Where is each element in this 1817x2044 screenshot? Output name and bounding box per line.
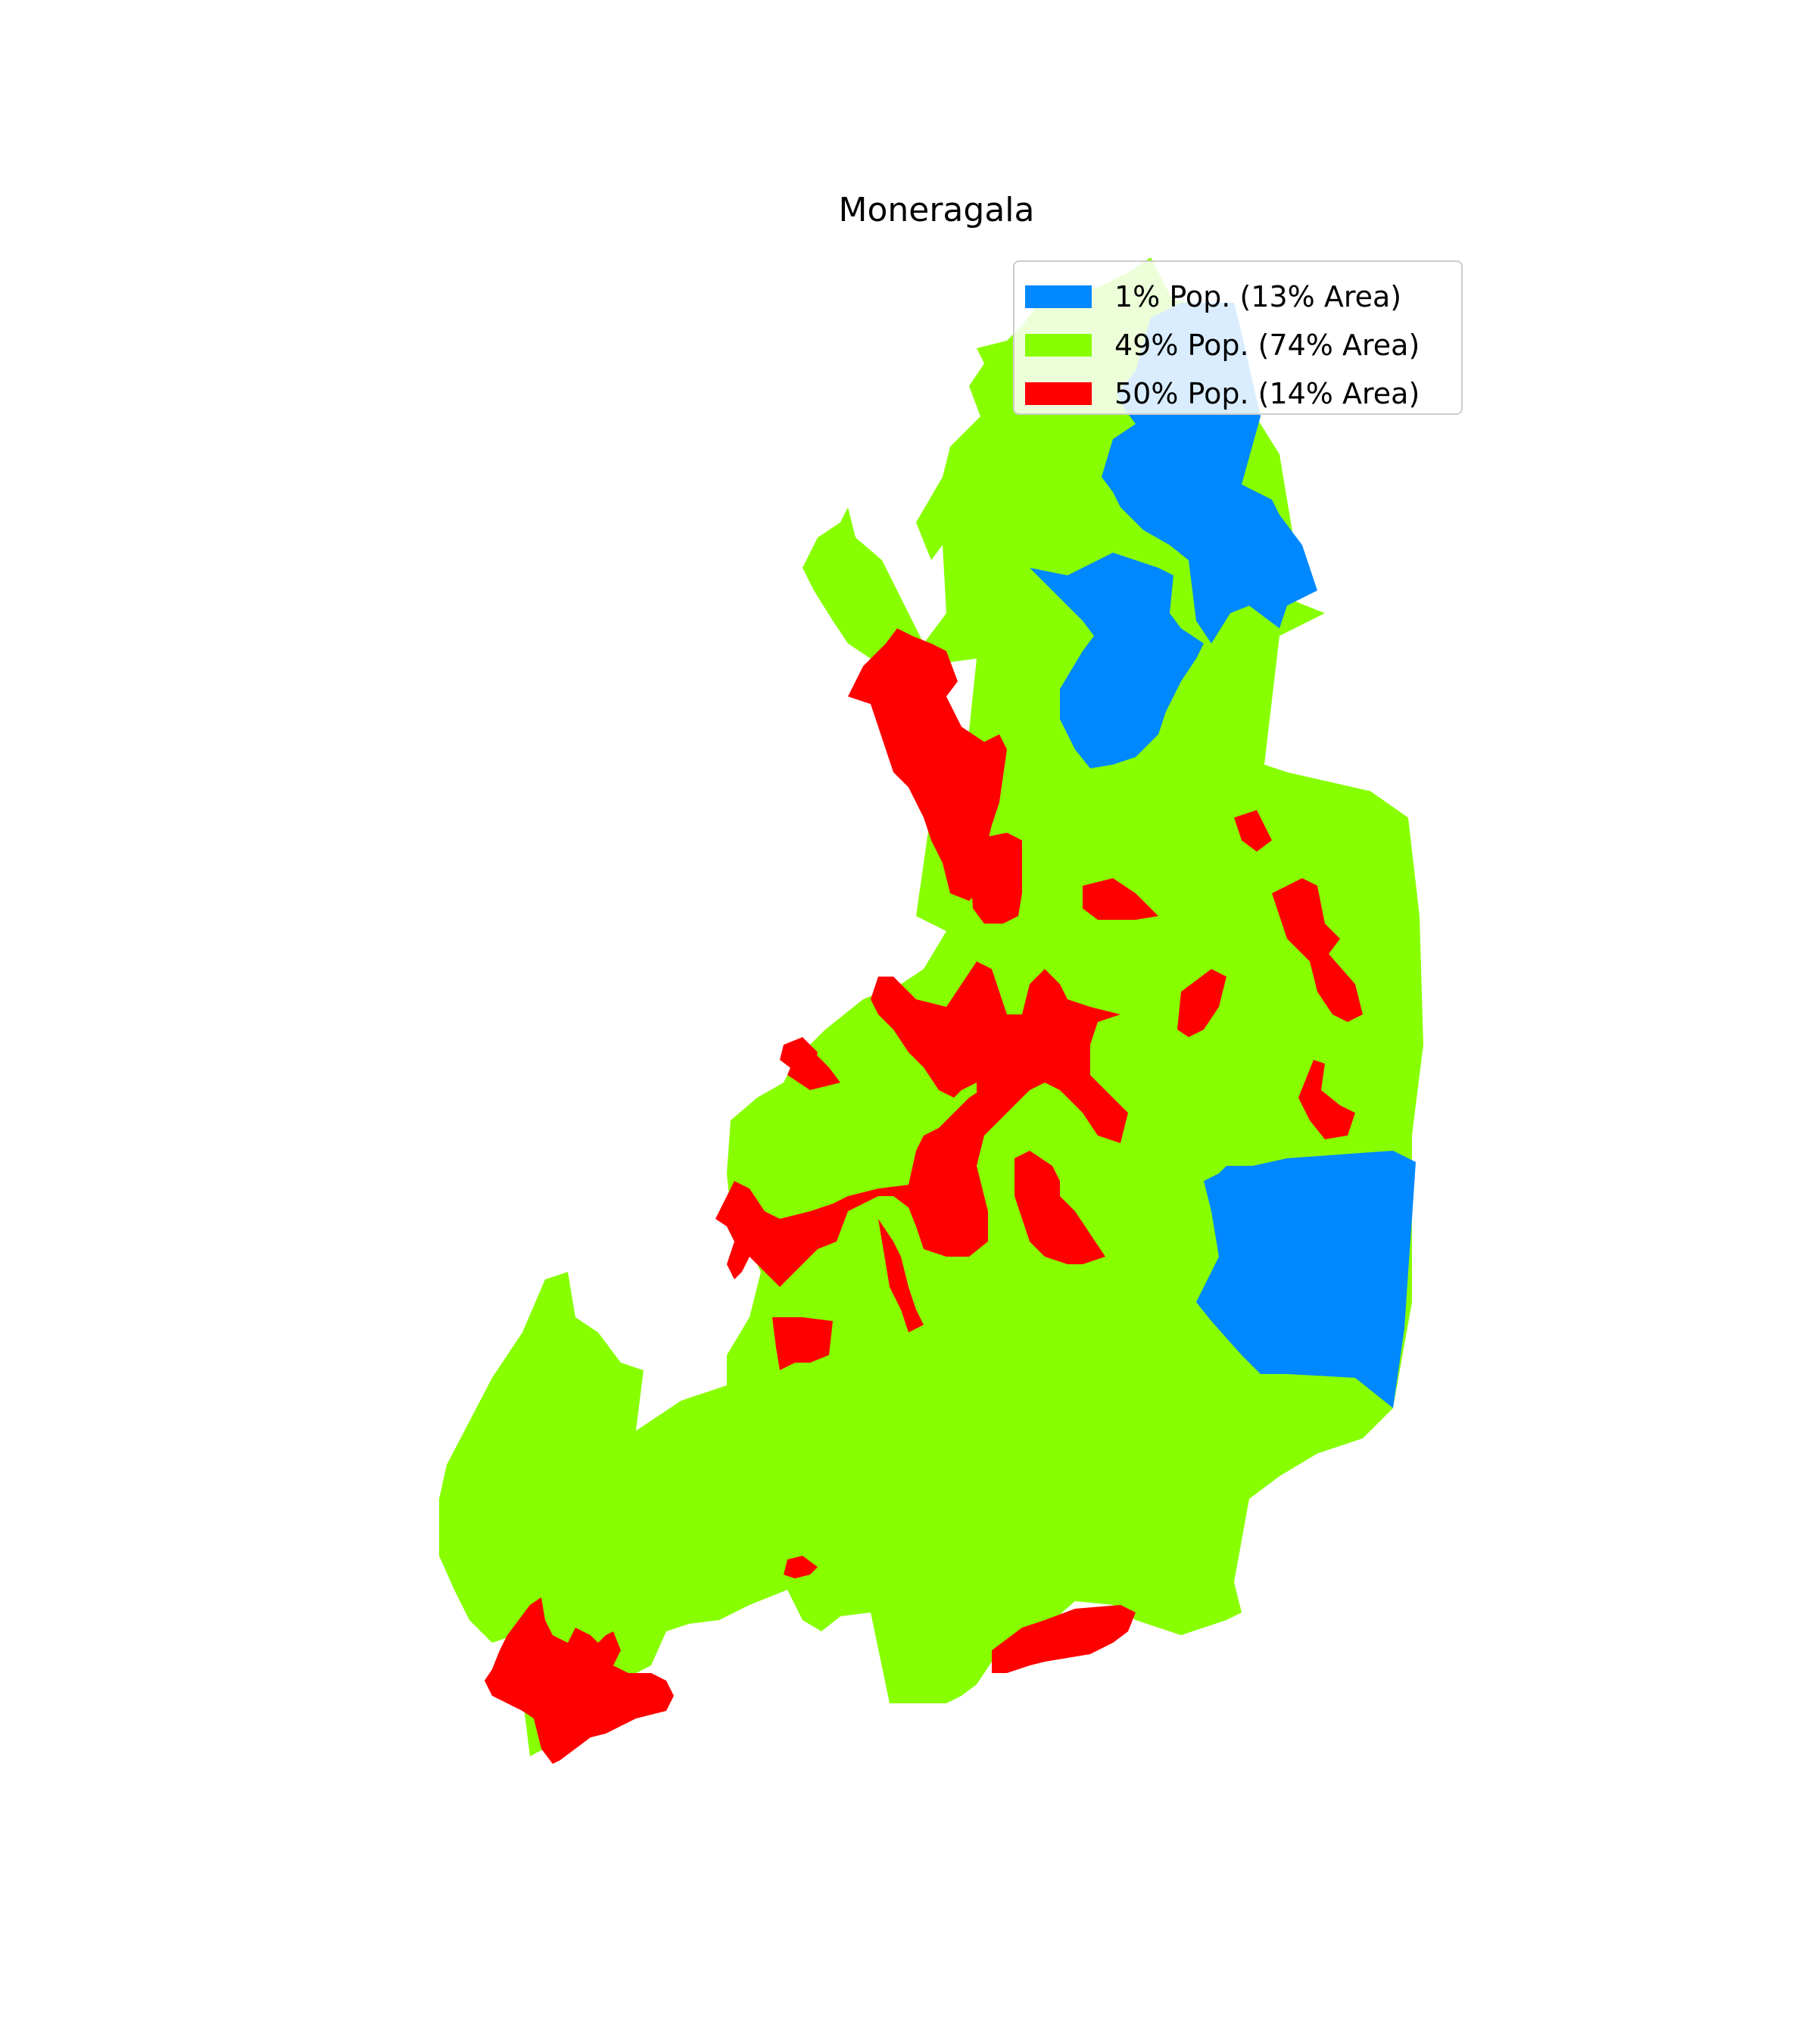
region-high-density-6 bbox=[1177, 969, 1226, 1037]
legend-label-low: 1% Pop. (13% Area) bbox=[1114, 280, 1402, 313]
region-high-density-10 bbox=[787, 1037, 840, 1090]
region-high-density-1 bbox=[848, 628, 1007, 901]
region-high-density-8 bbox=[871, 961, 1128, 1143]
legend-swatch-low bbox=[1025, 285, 1092, 308]
region-high-density-16 bbox=[992, 1605, 1136, 1673]
region-high-density-7 bbox=[1298, 1060, 1355, 1139]
region-high-density-15 bbox=[784, 1556, 818, 1578]
region-high-density-17 bbox=[485, 1597, 674, 1764]
region-high-density-13 bbox=[878, 1219, 924, 1332]
map-title: Moneragala bbox=[838, 191, 1035, 229]
region-high-density-12 bbox=[1014, 1151, 1105, 1264]
legend: 1% Pop. (13% Area) 49% Pop. (74% Area) 5… bbox=[1013, 260, 1463, 415]
region-high-density-4 bbox=[1234, 810, 1272, 852]
region-high-density-3 bbox=[1083, 878, 1158, 920]
region-low-density-northwest bbox=[1030, 553, 1204, 768]
legend-item-mid: 49% Pop. (74% Area) bbox=[1014, 321, 1461, 369]
legend-swatch-mid bbox=[1025, 334, 1092, 357]
region-high-density-2 bbox=[969, 833, 1022, 924]
region-high-density-5 bbox=[1272, 878, 1363, 1022]
legend-item-low: 1% Pop. (13% Area) bbox=[1014, 273, 1461, 321]
legend-label-mid: 49% Pop. (74% Area) bbox=[1114, 329, 1420, 362]
region-low-density-east bbox=[1196, 1151, 1416, 1408]
region-high-density-14 bbox=[772, 1317, 833, 1370]
legend-item-high: 50% Pop. (14% Area) bbox=[1014, 369, 1461, 418]
legend-label-high: 50% Pop. (14% Area) bbox=[1114, 377, 1420, 410]
legend-swatch-high bbox=[1025, 382, 1092, 405]
region-high-density-11 bbox=[715, 1090, 988, 1287]
